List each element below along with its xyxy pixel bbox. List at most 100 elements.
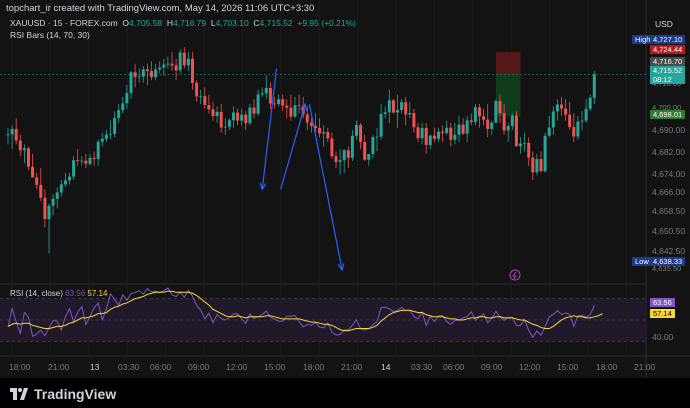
candle-body [391,100,395,113]
candle-body [289,107,293,117]
candle-body [416,127,420,139]
trend-arrow [280,103,306,190]
candle-body [535,159,539,173]
candle-body [551,111,555,128]
candle-body [22,148,26,151]
candle-body [84,160,88,164]
price-tick: 4,635.50 [652,264,682,273]
candle-body [166,63,170,65]
tradingview-logo[interactable]: TradingView [10,386,116,402]
time-tick: 06:00 [443,362,465,372]
candle-body [248,107,252,124]
rsi-legend[interactable]: RSI (14, close) 63.56 57.14 [10,289,107,298]
candle-body [186,58,190,66]
candle-body [363,141,367,160]
candle-body [277,99,281,105]
time-tick: 18:00 [303,362,325,372]
candle-body [31,166,35,178]
price-tick: 4,666.00 [652,187,686,197]
candle-body [334,156,338,162]
time-tick: 03:30 [411,362,433,372]
candle-body [285,105,289,108]
time-tick: 13 [90,362,100,372]
stop-badge: 4,724.44 [650,45,686,54]
arrow-head [300,102,308,112]
candle-body [117,110,121,119]
candle-body [473,107,477,123]
open-label: O [122,18,130,28]
countdown: 08:12 [653,75,672,84]
candle-body [584,108,588,121]
candle-body [260,93,264,95]
candle-body [109,133,112,135]
candle-body [227,120,231,127]
low-badge-value: 4,638.33 [650,257,686,266]
candle-body [560,104,563,109]
candle-body [514,115,518,147]
candle-body [137,76,141,78]
time-tick: 18:00 [596,362,618,372]
candle-body [195,82,199,97]
candle-body [510,115,514,127]
candle-body [564,108,568,115]
candle-body [408,113,412,115]
candle-body [523,142,527,144]
candle-body [256,94,260,114]
time-tick: 12:00 [519,362,541,372]
price-tick: 4,650.50 [652,226,686,236]
time-tick: 06:00 [150,362,172,372]
rsi-ma-line [7,290,603,332]
change-value: +9.95 (+0.21%) [297,18,356,28]
candle-body [309,122,313,126]
candle-body [457,124,461,135]
candle-body [531,157,535,173]
candle-body [490,122,494,129]
candle-body [27,148,30,167]
candle-body [592,74,596,98]
indicator-label[interactable]: RSI Bars (14, 70, 30) [10,30,90,40]
candle-body [547,127,551,136]
candle-body [342,150,346,161]
low-badge-label: Low [632,257,652,266]
candle-body [88,157,92,164]
price-tick: 4,690.00 [652,125,686,135]
candle-body [318,127,322,134]
time-tick: 09:00 [481,362,503,372]
low-value: 4,703.10 [215,18,249,28]
candle-body [68,176,71,181]
candle-body [428,135,432,146]
candle-body [506,126,510,131]
candle-body [527,142,531,158]
candle-body [14,128,18,141]
candle-body [519,143,522,147]
candle-body [297,105,301,107]
candle-body [420,127,424,139]
candle-body [129,72,133,94]
price-tick: 4,674.00 [652,169,686,179]
candle-body [47,205,51,220]
time-tick: 14 [381,362,391,372]
candle-body [555,104,559,112]
candle-body [486,119,490,129]
candle-body [449,127,453,140]
candle-body [346,150,350,158]
candle-body [482,116,486,120]
candle-body [182,52,186,66]
currency-label[interactable]: USD [655,19,673,29]
time-tick: 09:00 [188,362,210,372]
candle-body [203,96,207,105]
candle-body [96,141,100,160]
target-badge: 4,698.01 [650,110,686,119]
candle-body [18,140,22,151]
candle-body [170,63,174,66]
candle-body [305,114,309,123]
chart-canvas[interactable] [0,0,690,378]
candle-body [104,134,108,139]
candle-body [92,157,96,160]
tradingview-wordmark: TradingView [34,386,117,402]
candle-body [211,109,215,117]
candle-body [113,118,117,134]
symbol-name[interactable]: XAUUSD · 15 · FOREX.com [10,18,118,28]
candle-body [232,112,235,121]
rsi-name: RSI (14, close) [10,289,63,298]
